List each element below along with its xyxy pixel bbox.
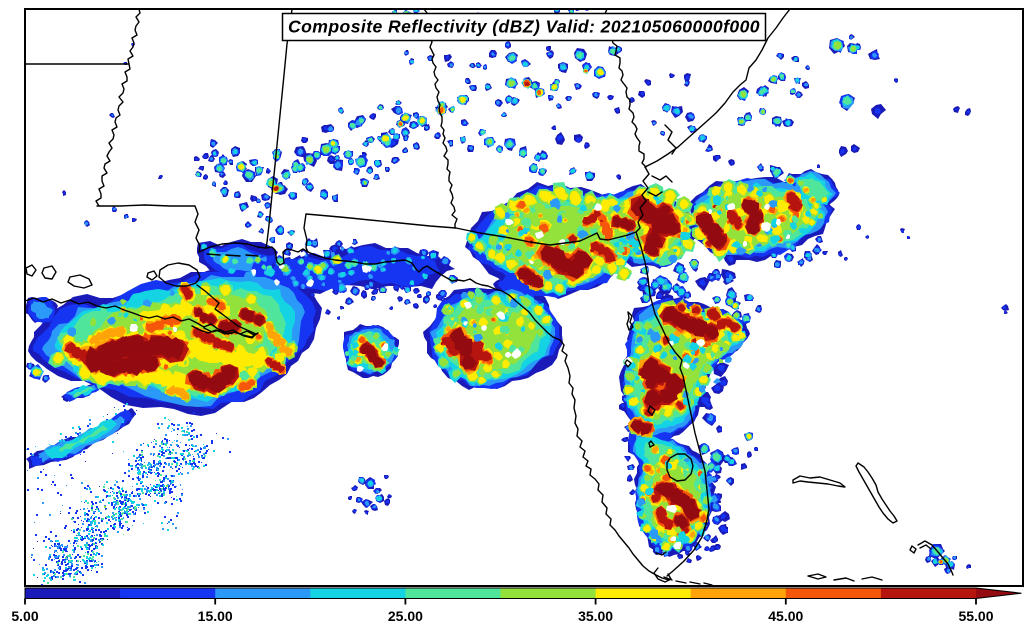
- svg-text:35.00: 35.00: [578, 608, 613, 624]
- svg-text:5.00: 5.00: [11, 608, 38, 624]
- svg-text:Composite Reflectivity (dBZ) V: Composite Reflectivity (dBZ) Valid: 2021…: [288, 16, 760, 36]
- svg-text:15.00: 15.00: [198, 608, 233, 624]
- svg-text:55.00: 55.00: [958, 608, 993, 624]
- svg-text:25.00: 25.00: [388, 608, 423, 624]
- svg-text:45.00: 45.00: [768, 608, 803, 624]
